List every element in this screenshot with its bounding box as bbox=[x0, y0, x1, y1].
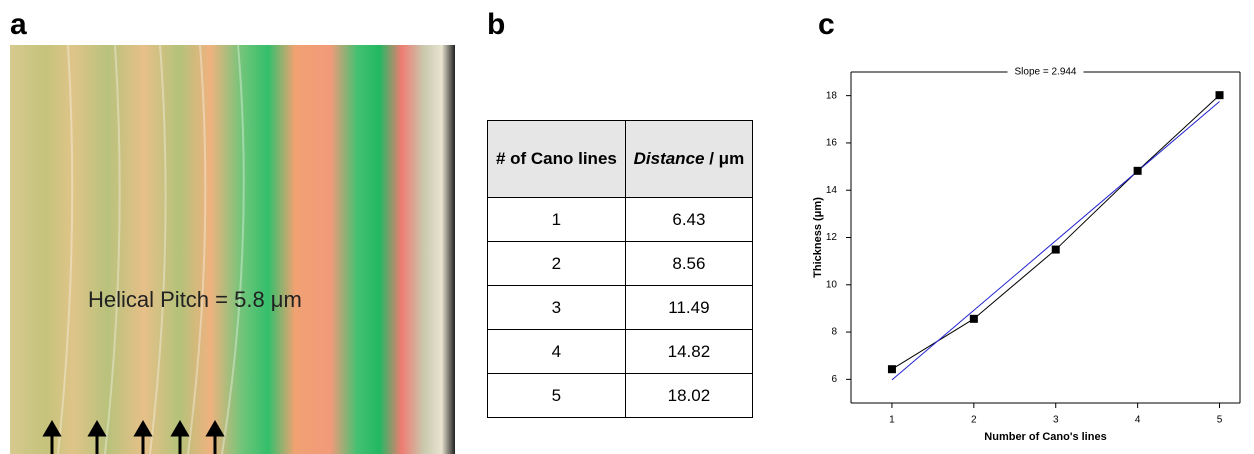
x-tick-label: 3 bbox=[1053, 415, 1059, 426]
table-row: 5 18.02 bbox=[487, 373, 754, 418]
table-cell: 2 bbox=[487, 241, 626, 286]
x-tick-label: 5 bbox=[1217, 415, 1223, 426]
y-axis-label: Thickness (μm) bbox=[812, 197, 824, 278]
table-cell: 14.82 bbox=[624, 329, 754, 374]
table: # of Cano lines Distance / μm 1 6.43 2 8.56… bbox=[487, 120, 754, 418]
y-tick-label: 8 bbox=[831, 327, 837, 338]
table-cell: 8.56 bbox=[624, 241, 754, 286]
table-cell: 18.02 bbox=[624, 373, 754, 418]
stripe-edges bbox=[57, 45, 245, 454]
x-tick-label: 2 bbox=[971, 415, 977, 426]
data-point bbox=[969, 314, 978, 323]
header-cell: # of Cano lines bbox=[487, 120, 626, 198]
table-cell: 1 bbox=[487, 197, 626, 242]
x-tick-label: 4 bbox=[1135, 415, 1141, 426]
header-text: Distance bbox=[633, 149, 705, 168]
data-point bbox=[1215, 91, 1224, 100]
panel-letter: a bbox=[10, 8, 27, 41]
data-point bbox=[1133, 166, 1142, 175]
header-text: / μm bbox=[709, 149, 745, 168]
panel-letter: c bbox=[818, 8, 835, 41]
data-point bbox=[1051, 245, 1060, 254]
table-row: 3 11.49 bbox=[487, 285, 754, 330]
data-point bbox=[887, 365, 896, 374]
y-tick-label: 6 bbox=[831, 374, 837, 385]
header-cell: Distance / μm bbox=[624, 120, 754, 198]
y-tick-label: 16 bbox=[826, 138, 838, 149]
y-tick-label: 14 bbox=[826, 185, 838, 196]
table-row: 2 8.56 bbox=[487, 241, 754, 286]
table-cell: 5 bbox=[487, 373, 626, 418]
y-tick-label: 18 bbox=[826, 90, 838, 101]
x-axis-label: Number of Cano's lines bbox=[984, 431, 1106, 443]
x-tick-label: 1 bbox=[889, 415, 895, 426]
panel-letter: b bbox=[487, 8, 506, 41]
arrows bbox=[42, 420, 225, 454]
micrograph: Helical Pitch = 5.8 μm bbox=[10, 45, 455, 454]
data-line bbox=[891, 94, 1220, 370]
photo-background bbox=[10, 45, 455, 454]
fit-line bbox=[891, 101, 1220, 381]
table-cell: 11.49 bbox=[624, 285, 754, 330]
annotation: Helical Pitch = 5.8 μm bbox=[88, 287, 302, 312]
table-row: 1 6.43 bbox=[487, 197, 754, 242]
y-tick-label: 12 bbox=[826, 232, 838, 243]
annotation: Slope = 2.944 bbox=[1015, 67, 1077, 78]
table-cell: 3 bbox=[487, 285, 626, 330]
y-tick-label: 10 bbox=[826, 279, 838, 290]
